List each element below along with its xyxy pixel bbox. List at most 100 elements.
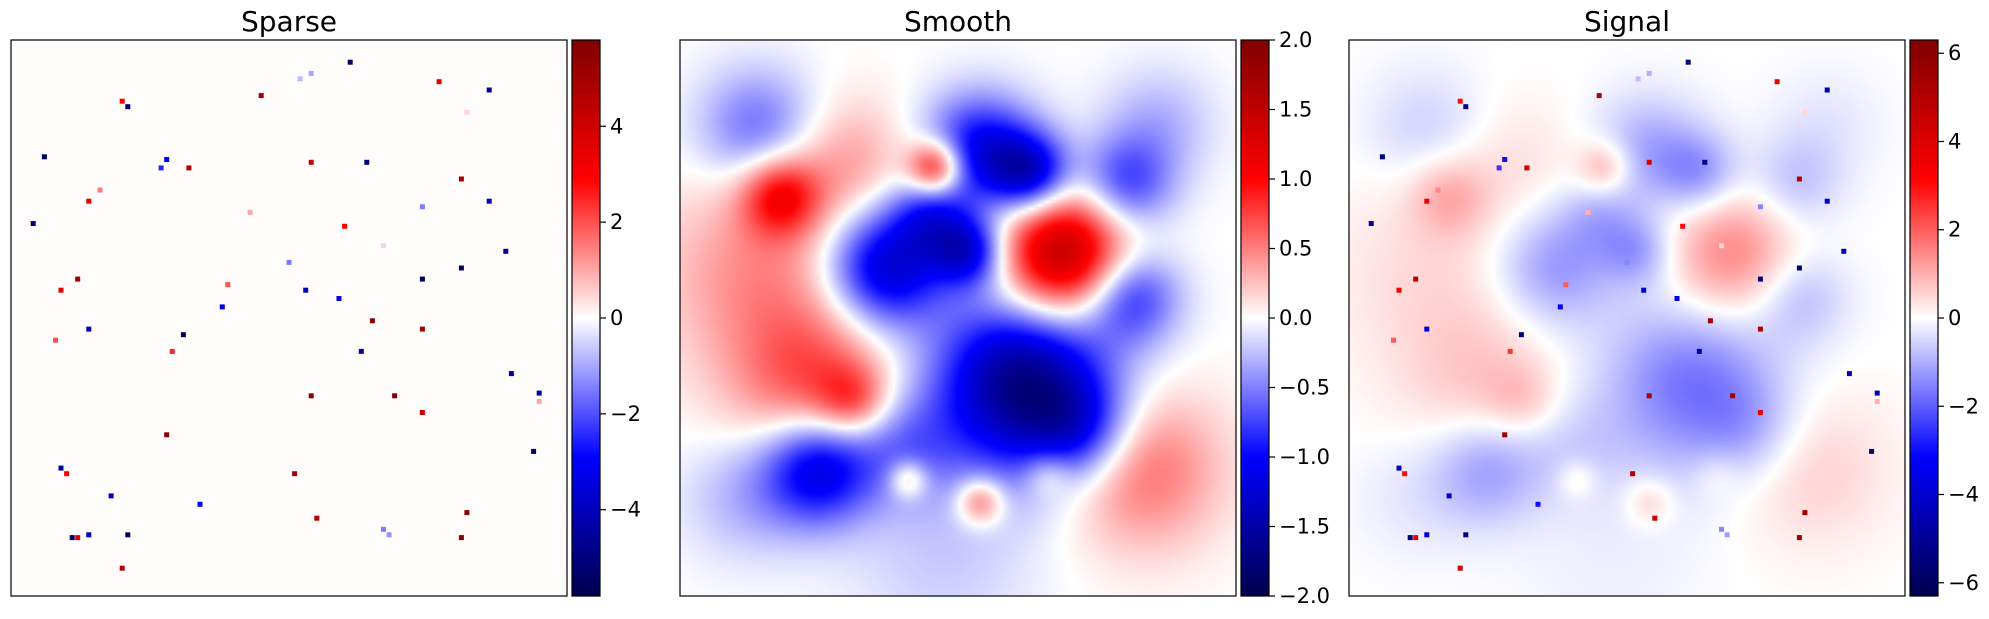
- sparse-point: [508, 371, 514, 377]
- sparse-point: [1507, 348, 1513, 354]
- heatmap-frame-sparse: [10, 39, 568, 597]
- sparse-point: [1719, 243, 1724, 249]
- sparse-point: [1757, 276, 1763, 282]
- sparse-point: [503, 248, 509, 254]
- colorbar-ticks-signal: −6 −4 −2 0 2 4 6: [1938, 41, 1979, 595]
- sparse-point: [1496, 165, 1502, 171]
- colorbar-tick-label: 6: [1948, 41, 1961, 65]
- colorbar-tick-label: 0: [1948, 306, 1961, 330]
- sparse-point: [86, 198, 92, 204]
- sparse-point: [58, 287, 64, 293]
- sparse-point: [1841, 248, 1847, 254]
- sparse-point: [303, 287, 309, 293]
- sparse-point: [536, 398, 542, 404]
- colorbar-tick-label: 1.5: [1279, 98, 1312, 122]
- sparse-point: [53, 337, 58, 343]
- sparse-point: [1802, 109, 1808, 115]
- sparse-point: [125, 532, 131, 538]
- sparse-point: [1802, 510, 1808, 516]
- sparse-point: [247, 209, 253, 215]
- colorbar-tick-label: 0: [610, 306, 623, 330]
- sparse-point: [308, 393, 314, 399]
- sparse-point: [458, 176, 464, 182]
- sparse-point: [164, 157, 170, 162]
- sparse-point: [1424, 532, 1430, 538]
- colorbar-tick-label: 2: [610, 210, 623, 234]
- sparse-point: [342, 223, 348, 229]
- sparse-point: [1535, 501, 1541, 507]
- colorbar-signal: [1909, 39, 1939, 597]
- sparse-point: [1402, 471, 1408, 477]
- sparse-point: [1646, 159, 1652, 165]
- heatmap-background-sparse: [11, 40, 567, 596]
- sparse-point: [58, 465, 64, 471]
- sparse-point: [41, 154, 47, 160]
- sparse-point: [314, 515, 320, 521]
- sparse-point: [381, 526, 386, 532]
- sparse-point: [381, 243, 386, 249]
- colorbar-tick-label: −4: [610, 498, 641, 522]
- sparse-point: [1730, 393, 1736, 399]
- sparse-point: [30, 221, 36, 226]
- panel-signal: Signal −6 −4 −2 0 2 4 6: [1348, 5, 1979, 597]
- colorbar-ticks-sparse: −4 −2 0 2 4: [600, 114, 641, 522]
- sparse-point: [197, 501, 203, 507]
- heatmap-frame-smooth: [679, 39, 1237, 597]
- sparse-point: [464, 510, 470, 516]
- sparse-point: [86, 532, 92, 538]
- colorbar-smooth: [1240, 39, 1270, 597]
- sparse-point: [86, 326, 92, 332]
- sparse-point: [458, 535, 464, 541]
- sparse-point: [1424, 326, 1430, 332]
- sparse-point: [1757, 410, 1763, 415]
- sparse-point: [486, 87, 492, 93]
- sparse-point: [108, 493, 114, 499]
- sparse-point: [1757, 204, 1763, 210]
- sparse-point: [169, 348, 175, 354]
- sparse-point: [1524, 165, 1530, 171]
- sparse-point: [369, 318, 375, 324]
- sparse-point: [1502, 432, 1508, 438]
- sparse-point: [308, 159, 314, 165]
- sparse-point: [1396, 287, 1402, 293]
- heatmap-image-smooth: [680, 40, 1236, 596]
- sparse-point: [1719, 526, 1724, 532]
- sparse-point: [258, 93, 264, 99]
- sparse-point: [292, 471, 298, 477]
- sparse-point: [1368, 221, 1374, 226]
- sparse-point: [1707, 318, 1713, 324]
- sparse-point: [1435, 187, 1441, 193]
- sparse-point: [75, 276, 81, 282]
- sparse-point: [1641, 287, 1647, 293]
- sparse-point: [1646, 393, 1652, 399]
- panel-smooth: Smooth −2.0 −1.5 −1.0 −0.5 0.0 0.5 1.0 1.5 2.0: [679, 5, 1330, 608]
- sparse-point: [419, 204, 425, 210]
- sparse-point: [1874, 398, 1880, 404]
- sparse-point: [1413, 535, 1419, 541]
- sparse-point: [1869, 448, 1875, 454]
- colorbar-tick-label: 4: [1948, 129, 1961, 153]
- sparse-point: [1424, 198, 1430, 204]
- sparse-point: [1702, 159, 1708, 165]
- sparse-point: [1624, 259, 1630, 265]
- sparse-point: [125, 104, 131, 110]
- colorbar-tick-label: −4: [1948, 483, 1979, 507]
- sparse-point: [1796, 535, 1802, 541]
- colorbar-tick-label: −2: [610, 402, 641, 426]
- sparse-point: [1396, 465, 1402, 471]
- colorbar-tick-label: 1.0: [1279, 167, 1312, 191]
- sparse-point: [1463, 532, 1469, 538]
- sparse-point: [1724, 532, 1730, 538]
- colorbar-tick-label: 0.0: [1279, 306, 1312, 330]
- sparse-point: [1391, 337, 1396, 343]
- sparse-point: [1680, 223, 1686, 229]
- sparse-point: [1457, 98, 1463, 104]
- sparse-point: [1413, 276, 1419, 282]
- sparse-point: [225, 282, 231, 288]
- sparse-point: [1824, 198, 1830, 204]
- sparse-point: [158, 165, 164, 171]
- sparse-point: [1846, 371, 1852, 377]
- colorbar-sparse: [571, 39, 601, 597]
- panel-title-sparse: Sparse: [241, 5, 337, 38]
